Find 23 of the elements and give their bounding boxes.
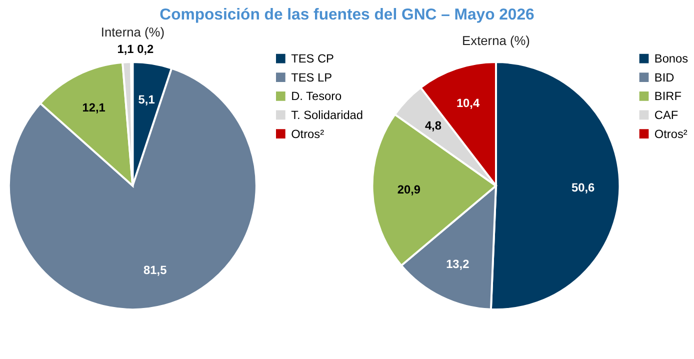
legend-label: TES CP bbox=[291, 52, 334, 66]
data-label: 20,9 bbox=[397, 182, 421, 196]
data-label: 13,2 bbox=[446, 256, 470, 271]
data-label: 50,6 bbox=[572, 180, 596, 195]
legend-label: BIRF bbox=[654, 89, 682, 104]
data-label: 4,8 bbox=[424, 118, 442, 132]
chart-subtitle: Interna (%) bbox=[100, 24, 164, 40]
legend-label: CAF bbox=[654, 108, 678, 122]
legend-label: Otros² bbox=[291, 126, 324, 141]
legend-label: Otros² bbox=[654, 126, 688, 141]
legend-label: TES LP bbox=[291, 70, 332, 84]
data-label: 10,4 bbox=[456, 96, 480, 110]
legend-label: T. Solidaridad bbox=[291, 108, 364, 122]
chart-subtitle: Externa (%) bbox=[462, 33, 530, 48]
data-label: 5,1 bbox=[138, 92, 156, 107]
legend-label: Bonos bbox=[654, 52, 688, 66]
chart-title: Composición de las fuentes del GNC – Mayo 2026 bbox=[160, 6, 535, 24]
legend-label: D. Tesoro bbox=[291, 89, 342, 104]
data-label: 81,5 bbox=[144, 262, 168, 277]
data-label: 0,2 bbox=[137, 42, 154, 56]
data-label: 12,1 bbox=[82, 100, 106, 115]
legend-label: BID bbox=[654, 70, 674, 84]
data-label: 1,1 bbox=[117, 42, 134, 56]
